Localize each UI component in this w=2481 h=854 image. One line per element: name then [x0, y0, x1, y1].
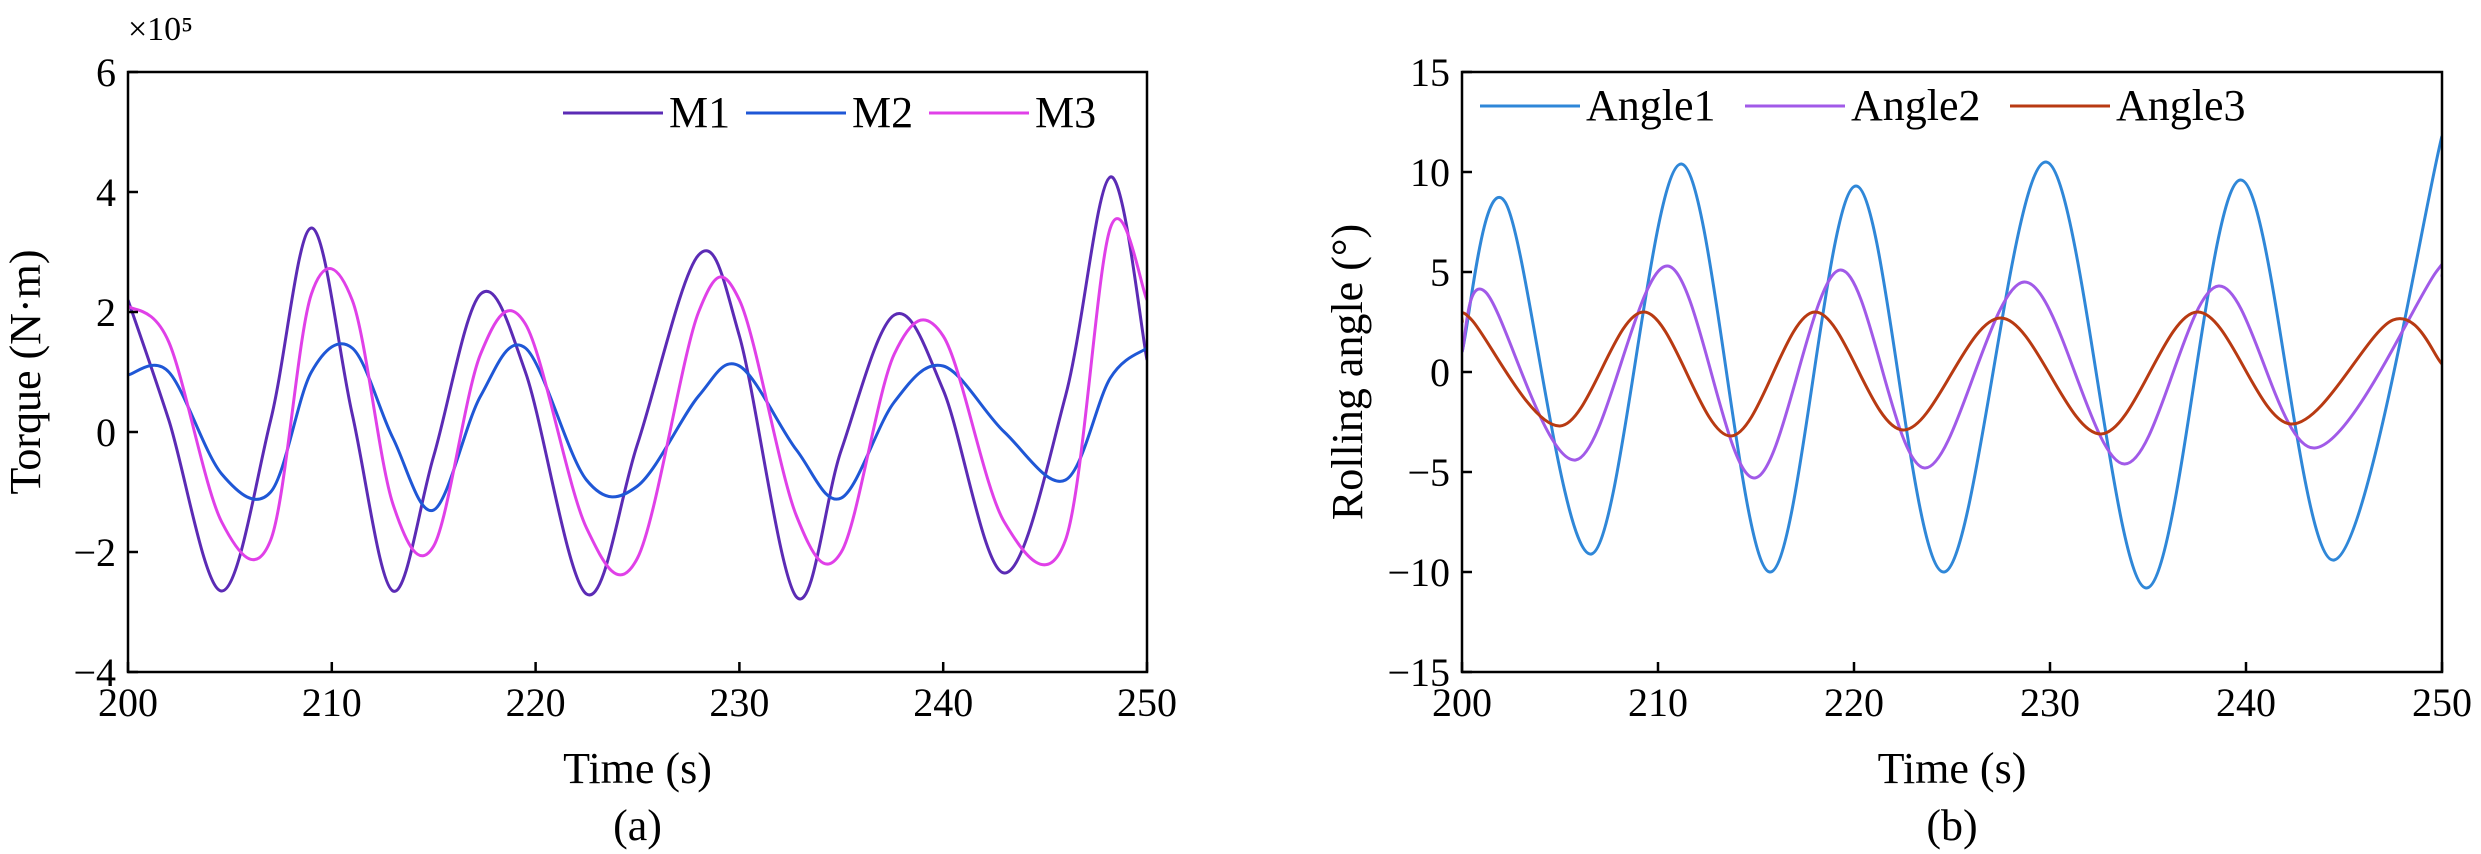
x-axis-label: Time (s): [1878, 744, 2027, 793]
x-tick-label: 200: [98, 680, 158, 725]
chart-panel-b: 200 210 220 230 240 250 −15 −10 −5 0 5 10 15 Time (s)…: [1323, 50, 2472, 850]
y-tick-label: −4: [73, 650, 116, 695]
y-tick-label: −15: [1387, 650, 1450, 695]
x-tick-label: 230: [2020, 680, 2080, 725]
legend-label-angle2: Angle2: [1851, 81, 1981, 130]
legend-label-m3: M3: [1035, 88, 1096, 137]
y-tick-label: −5: [1407, 450, 1450, 495]
x-tick-label: 210: [302, 680, 362, 725]
y-tick-label: −2: [73, 530, 116, 575]
y-tick-label: −10: [1387, 550, 1450, 595]
x-tick-label: 210: [1628, 680, 1688, 725]
chart-panel-a: 200 210 220 230 240 250 −4 −2 0 2 4 6 ×10⁵ Time (s) To…: [1, 11, 1177, 850]
y-tick-label: 4: [96, 170, 116, 215]
legend: M1 M2 M3: [563, 88, 1096, 137]
y-tick-label: 15: [1410, 50, 1450, 95]
y-axis-label: Torque (N·m): [1, 250, 50, 495]
y-tick-label: 5: [1430, 250, 1450, 295]
series-line-angle3: [1462, 310, 2442, 438]
x-tick-label: 200: [1432, 680, 1492, 725]
x-tick-label: 240: [913, 680, 973, 725]
axis-multiplier: ×10⁵: [128, 11, 193, 48]
chart-caption: (b): [1926, 801, 1977, 850]
x-tick-label: 220: [1824, 680, 1884, 725]
legend-label-m1: M1: [669, 88, 730, 137]
x-tick-label: 250: [1117, 680, 1177, 725]
legend: Angle1 Angle2 Angle3: [1480, 81, 2246, 130]
series-line-angle2: [1462, 262, 2442, 480]
series-group: [1462, 135, 2442, 590]
legend-label-m2: M2: [852, 88, 913, 137]
series-line-m2: [128, 342, 1147, 512]
x-axis-label: Time (s): [563, 744, 712, 793]
y-tick-label: 10: [1410, 150, 1450, 195]
legend-label-angle1: Angle1: [1586, 81, 1716, 130]
plot-frame: [126, 70, 1149, 674]
x-tick-label: 230: [709, 680, 769, 725]
series-line-m3: [128, 217, 1147, 577]
x-tick-label: 220: [506, 680, 566, 725]
series-line-m1: [128, 175, 1147, 601]
y-tick-label: 2: [96, 290, 116, 335]
series-line-angle1: [1462, 135, 2442, 590]
series-group: [128, 175, 1147, 601]
chart-caption: (a): [613, 801, 662, 850]
y-axis-label: Rolling angle (°): [1323, 224, 1372, 520]
legend-label-angle3: Angle3: [2116, 81, 2246, 130]
y-tick-label: 0: [96, 410, 116, 455]
y-tick-label: 6: [96, 50, 116, 95]
x-tick-label: 240: [2216, 680, 2276, 725]
y-tick-label: 0: [1430, 350, 1450, 395]
x-tick-label: 250: [2412, 680, 2472, 725]
